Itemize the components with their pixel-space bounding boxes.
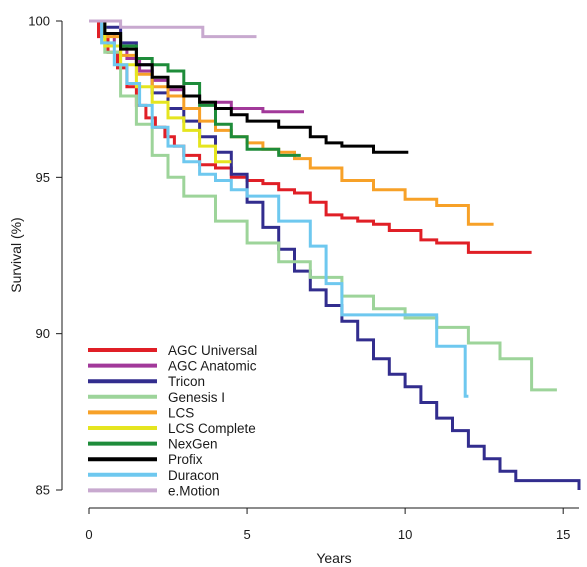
legend-label-nexgen: NexGen [168, 437, 218, 452]
y-axis-title: Survival (%) [8, 217, 24, 292]
legend-label-e-motion: e.Motion [168, 483, 220, 498]
x-tick-label-0: 0 [85, 527, 92, 542]
legend-label-lcs: LCS [168, 405, 194, 420]
x-tick-label-5: 5 [243, 527, 250, 542]
series-line-duracon [89, 19, 469, 398]
y-tick-label-95: 95 [36, 170, 50, 185]
legend-label-profix: Profix [168, 452, 203, 467]
series-line-lcs-complete [89, 19, 232, 164]
y-tick-label-85: 85 [36, 483, 50, 498]
series-line-profix [89, 19, 409, 154]
ticks: 85 90 95 100 0 5 10 15 [28, 14, 570, 543]
series-line-agc-anatomic [89, 19, 304, 114]
y-tick-label-100: 100 [28, 14, 50, 29]
legend-label-agc-anatomic: AGC Anatomic [168, 359, 257, 374]
series-line-lcs [89, 19, 494, 226]
axes [61, 21, 579, 509]
series-line-tricon [89, 19, 581, 490]
y-tick-label-90: 90 [36, 326, 50, 341]
series-layer [89, 19, 581, 490]
x-axis-title: Years [316, 550, 351, 566]
legend-label-duracon: Duracon [168, 468, 219, 483]
legend-label-agc-universal: AGC Universal [168, 343, 257, 358]
x-tick-label-10: 10 [398, 527, 412, 542]
legend-label-lcs-complete: LCS Complete [168, 421, 256, 436]
series-line-agc-universal [89, 19, 532, 254]
legend-label-genesis-i: Genesis I [168, 390, 225, 405]
legend-label-tricon: Tricon [168, 374, 205, 389]
series-line-e-motion [89, 19, 257, 39]
x-tick-label-15: 15 [556, 527, 570, 542]
series-line-genesis-i [89, 19, 557, 392]
